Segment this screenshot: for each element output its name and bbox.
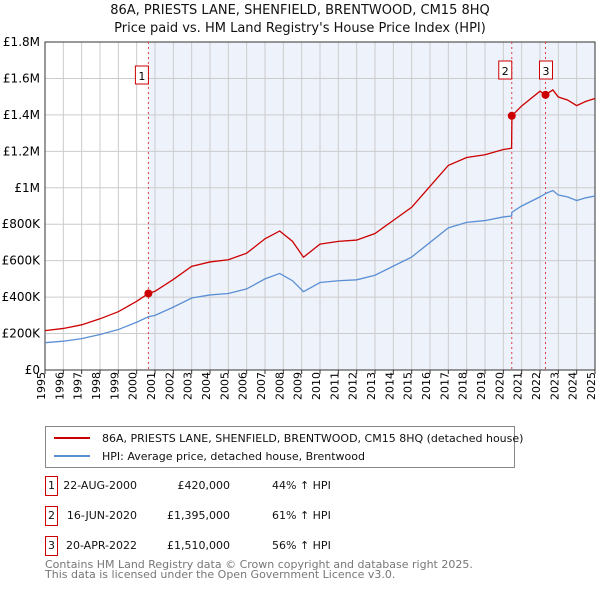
x-tick-label: 2008	[273, 372, 286, 400]
sale-point	[541, 90, 550, 99]
x-tick-label: 2004	[200, 372, 213, 400]
hpi-line	[44, 189, 596, 344]
x-tick-label: 2017	[438, 372, 451, 400]
x-tick-label: 2025	[585, 372, 598, 400]
x-tick-label: 2013	[365, 372, 378, 400]
footer-line: This data is licensed under the Open Gov…	[45, 568, 396, 581]
x-tick-label: 2020	[493, 372, 506, 400]
x-tick-label: 1999	[108, 372, 121, 400]
x-tick-label: 2023	[548, 372, 561, 400]
sale-hpi: 56% ↑ HPI	[272, 539, 331, 552]
x-tick-label: 2005	[218, 372, 231, 400]
sale-row: 2 16-JUN-2020 £1,395,000 61% ↑ HPI	[45, 506, 445, 526]
x-tick-label: 1996	[53, 372, 66, 400]
legend-item-hpi: HPI: Average price, detached house, Bren…	[54, 448, 365, 464]
chart-subtitle: Price paid vs. HM Land Registry's House …	[114, 21, 486, 36]
y-tick-label: £1.4M	[3, 108, 40, 122]
sale-label-box	[539, 60, 553, 80]
chart: 1995 1996 1997 1998 1999 2000 2001 2002 2003 2004…	[2, 35, 598, 400]
x-tick-label: 2018	[457, 372, 470, 400]
y-tick-label: £1M	[14, 181, 40, 195]
sale-date: 16-JUN-2020	[66, 509, 137, 522]
y-tick-label: £1.8M	[3, 35, 40, 49]
footer: Contains HM Land Registry data © Crown c…	[45, 558, 473, 581]
x-tick-label: 2003	[182, 372, 195, 400]
x-tick-label: 2001	[145, 372, 158, 400]
sale-price: £1,510,000	[167, 539, 230, 552]
sale-hpi: 61% ↑ HPI	[272, 509, 331, 522]
y-tick-label: £200K	[2, 327, 42, 341]
y-tick-label: £400K	[2, 290, 42, 304]
sale-marker: 3	[45, 536, 58, 556]
legend-item-property: 86A, PRIESTS LANE, SHENFIELD, BRENTWOOD,…	[54, 430, 523, 446]
plot-border	[44, 41, 596, 371]
x-tick-label: 2009	[292, 372, 305, 400]
sale-label: 2	[502, 65, 509, 78]
x-tick-label: 2019	[475, 372, 488, 400]
sale-point	[144, 289, 153, 298]
legend: 86A, PRIESTS LANE, SHENFIELD, BRENTWOOD,…	[45, 426, 523, 468]
legend-label: 86A, PRIESTS LANE, SHENFIELD, BRENTWOOD,…	[102, 431, 524, 445]
sale-date: 20-APR-2022	[65, 539, 137, 552]
sale-marker: 1	[45, 476, 58, 496]
sale-hpi: 44% ↑ HPI	[272, 479, 331, 492]
x-tick-label: 2021	[512, 372, 525, 400]
x-tick-label: 2014	[383, 372, 396, 400]
y-tick-label: £800K	[2, 217, 42, 231]
sale-marker: 2	[45, 506, 58, 526]
x-tick-label: 2000	[127, 372, 140, 400]
y-tick-label: £1.2M	[3, 144, 40, 158]
y-tick-label: £600K	[2, 254, 42, 268]
sale-label-box	[498, 60, 513, 80]
sale-label-box	[134, 65, 149, 85]
y-tick-label: £1.6M	[3, 71, 40, 85]
x-tick-label: 2016	[420, 372, 433, 400]
sale-label: 3	[543, 65, 550, 78]
x-tick-label: 2011	[328, 372, 341, 400]
footer-line: Contains HM Land Registry data © Crown c…	[45, 558, 473, 571]
sale-price: £420,000	[177, 479, 231, 492]
sale-price: £1,395,000	[167, 509, 230, 522]
sale-label: 1	[138, 70, 145, 83]
y-tick-label: £0	[25, 363, 40, 377]
x-tick-label: 2024	[567, 372, 580, 400]
x-tick-label: 1997	[72, 372, 85, 400]
sale-row: 3 20-APR-2022 £1,510,000 56% ↑ HPI	[45, 536, 445, 556]
x-tick-label: 2012	[347, 372, 360, 400]
legend-label: HPI: Average price, detached house, Bren…	[102, 449, 365, 463]
x-tick-label: 1998	[90, 372, 103, 400]
sale-date: 22-AUG-2000	[63, 479, 137, 492]
x-tick-label: 2007	[255, 372, 268, 400]
x-tick-label: 2002	[163, 372, 176, 400]
chart-title: 86A, PRIESTS LANE, SHENFIELD, BRENTWOOD,…	[110, 3, 490, 18]
sale-row: 1 22-AUG-2000 £420,000 44% ↑ HPI	[45, 476, 445, 496]
x-tick-label: 2010	[310, 372, 323, 400]
x-tick-label: 2006	[237, 372, 250, 400]
x-tick-label: 1995	[35, 372, 48, 400]
x-tick-label: 2022	[530, 372, 543, 400]
x-tick-label: 2015	[402, 372, 415, 400]
sale-point	[507, 111, 516, 120]
shaded-region	[148, 42, 595, 370]
